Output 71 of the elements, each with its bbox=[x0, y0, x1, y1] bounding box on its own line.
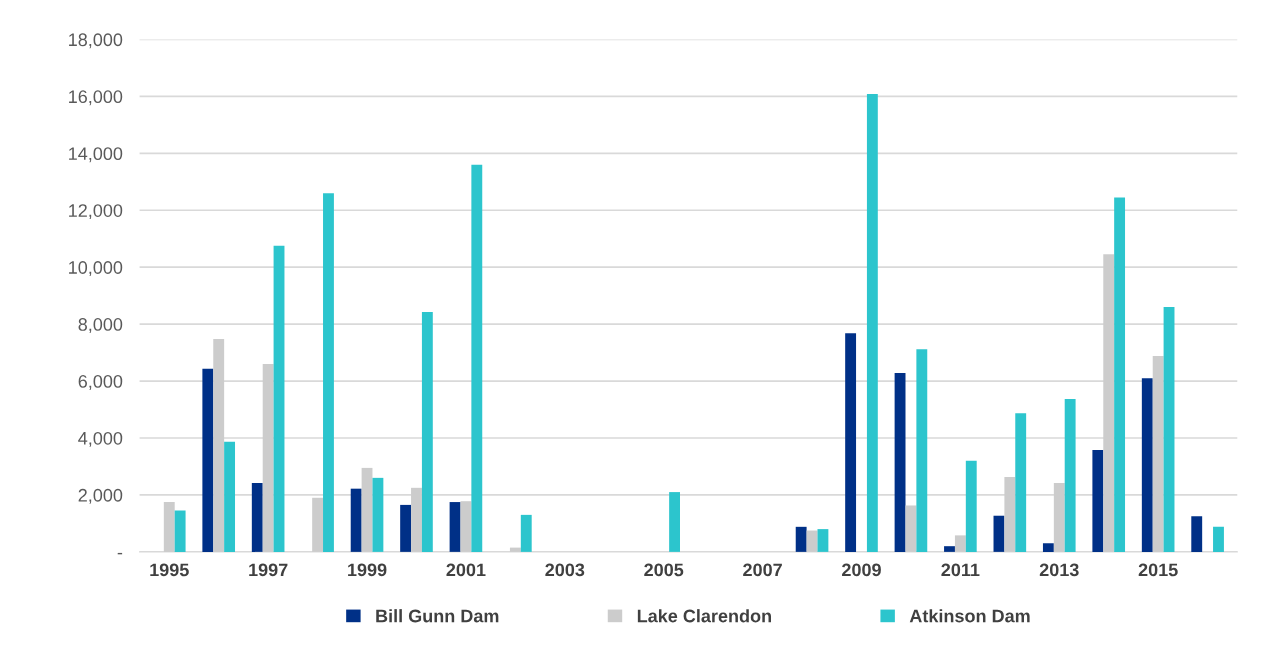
bar bbox=[905, 505, 917, 552]
bar bbox=[312, 497, 324, 552]
legend-label: Lake Clarendon bbox=[637, 609, 771, 623]
y-tick-label: 16,000 bbox=[69, 90, 123, 106]
bar bbox=[894, 373, 906, 552]
y-tick-label: 12,000 bbox=[69, 204, 123, 220]
bar bbox=[509, 547, 521, 552]
x-tick-label: 2003 bbox=[545, 563, 585, 577]
y-tick-label: 8,000 bbox=[78, 318, 123, 333]
bar bbox=[421, 311, 433, 552]
y-tick-label: 4,000 bbox=[78, 431, 123, 447]
bar bbox=[273, 245, 285, 552]
bar bbox=[1141, 378, 1153, 552]
bar bbox=[1064, 399, 1076, 552]
legend-label: Atkinson Dam bbox=[909, 609, 1030, 623]
bar bbox=[806, 530, 818, 552]
bar bbox=[163, 502, 175, 552]
bar bbox=[350, 488, 362, 552]
x-tick-label: 2015 bbox=[1138, 563, 1178, 577]
bar bbox=[361, 467, 373, 552]
bar bbox=[1004, 477, 1016, 552]
bar bbox=[944, 546, 955, 552]
bar bbox=[471, 164, 483, 552]
y-tick-label: 18,000 bbox=[69, 33, 123, 49]
y-tick-label: 6,000 bbox=[78, 374, 123, 390]
bar bbox=[1213, 526, 1224, 552]
bar bbox=[845, 333, 857, 552]
bar bbox=[411, 487, 422, 552]
bar bbox=[993, 515, 1005, 552]
x-tick-label: 2005 bbox=[644, 563, 684, 577]
bar bbox=[1042, 543, 1054, 552]
x-tick-label: 2001 bbox=[446, 563, 486, 577]
x-tick-label: 2013 bbox=[1039, 563, 1079, 577]
bar bbox=[1015, 413, 1027, 552]
bar bbox=[1152, 356, 1164, 552]
y-tick-label: 14,000 bbox=[69, 147, 123, 163]
bar bbox=[449, 502, 461, 552]
x-tick-label: 1995 bbox=[150, 563, 189, 577]
x-tick-label: 2007 bbox=[743, 563, 782, 577]
bar bbox=[400, 504, 412, 552]
bar bbox=[1103, 254, 1115, 552]
bar bbox=[174, 510, 186, 552]
bar bbox=[323, 193, 334, 552]
bar bbox=[224, 441, 236, 552]
x-tick-label: 1999 bbox=[348, 563, 387, 577]
bar bbox=[965, 460, 977, 552]
bar bbox=[1191, 516, 1203, 552]
x-tick-label: 2011 bbox=[941, 563, 980, 577]
x-tick-label: 2009 bbox=[842, 563, 881, 577]
bar bbox=[251, 482, 263, 552]
bar bbox=[866, 94, 878, 552]
bar bbox=[1114, 197, 1126, 552]
bar bbox=[1163, 307, 1175, 552]
bar bbox=[1053, 482, 1065, 552]
bar bbox=[1092, 449, 1104, 552]
bar bbox=[213, 338, 225, 552]
bar bbox=[262, 363, 274, 552]
x-tick-label: 1997 bbox=[249, 563, 288, 577]
bar bbox=[669, 492, 681, 552]
bar bbox=[460, 501, 472, 552]
bar bbox=[817, 529, 829, 552]
y-tick-label: 10,000 bbox=[69, 261, 123, 277]
bar bbox=[520, 514, 532, 552]
legend-label: Bill Gunn Dam bbox=[376, 609, 499, 623]
bar bbox=[916, 349, 928, 552]
y-tick-label: - bbox=[117, 552, 123, 555]
bar bbox=[202, 368, 214, 552]
bar bbox=[795, 526, 807, 552]
bar bbox=[372, 477, 384, 552]
bar bbox=[954, 535, 966, 552]
y-tick-label: 2,000 bbox=[78, 488, 123, 504]
